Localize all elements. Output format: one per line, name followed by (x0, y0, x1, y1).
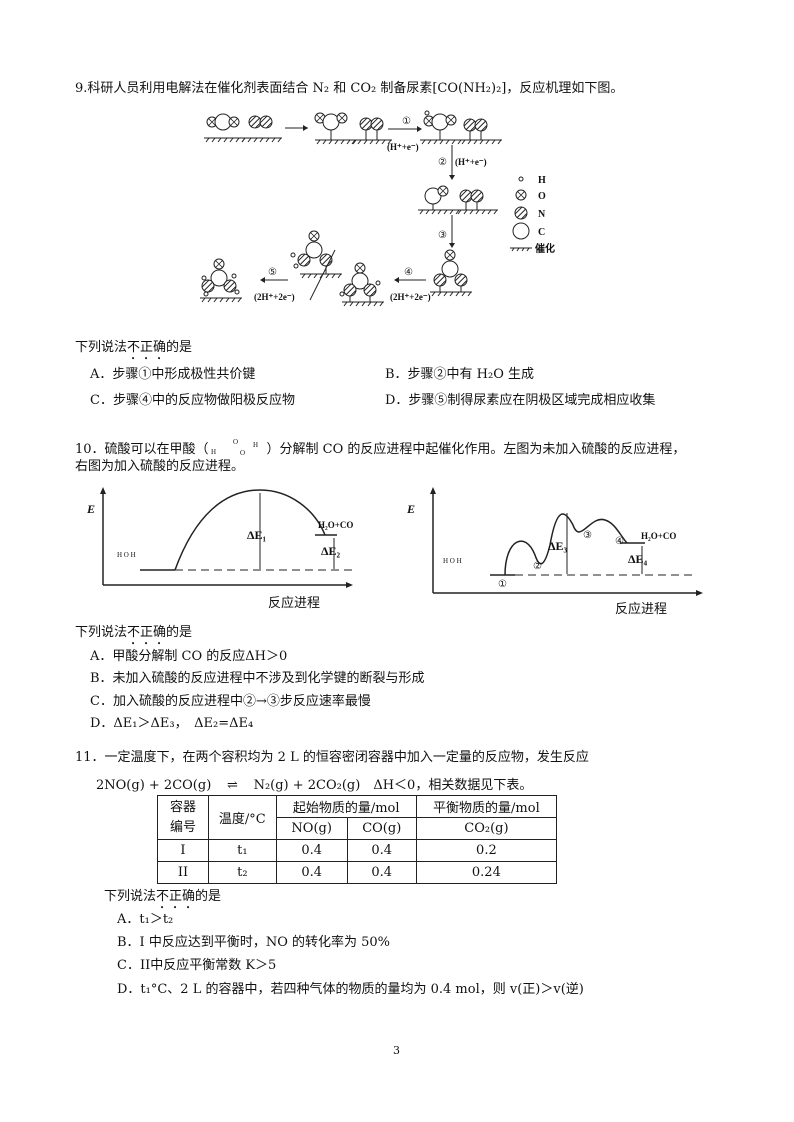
svg-text:N: N (538, 209, 546, 220)
svg-text:O: O (538, 191, 546, 202)
q11-option-b[interactable]: B．I 中反应达到平衡时，NO 的转化率为 50% (117, 935, 391, 950)
svg-text:E: E (406, 502, 415, 516)
q9-option-d[interactable]: D．步骤⑤制得尿素应在阴极区域完成相应收集 (385, 393, 656, 408)
svg-text:反应进程: 反应进程 (268, 595, 320, 610)
q10-energy-diagram-right: E ΔE₃ ΔE₄ H₂O+CO ① ② ③ ④ H O H 反应进程 (406, 487, 703, 616)
svg-text:ΔE₂: ΔE₂ (321, 544, 341, 558)
svg-text:①: ① (498, 579, 507, 590)
q10-stem-line2: 右图为加入硫酸的反应进程。 (75, 459, 245, 474)
q9-option-a[interactable]: A．步骤①中形成极性共价键 (90, 367, 256, 382)
q11-equation: 2NO(g) + 2CO(g) ⇌ N₂(g) + 2CO₂(g) ΔH＜0，相… (96, 778, 533, 793)
svg-text:②: ② (533, 561, 542, 572)
svg-text:H O H: H O H (117, 551, 136, 559)
svg-text:H₂O+CO: H₂O+CO (318, 520, 353, 530)
q10-prompt: 下列说法不正确的是 (75, 625, 193, 640)
formic-acid-structure: H OO H (211, 438, 258, 457)
svg-text:H O H: H O H (443, 557, 462, 565)
table-row: II t₂ 0.4 0.4 0.24 (157, 861, 558, 884)
svg-text:④: ④ (404, 267, 413, 278)
svg-text:(H⁺+e⁻): (H⁺+e⁻) (455, 157, 487, 167)
page-number: 3 (393, 1044, 400, 1057)
svg-text:(2H⁺+2e⁻): (2H⁺+2e⁻) (254, 292, 295, 302)
q10-stem-line1: 10．硫酸可以在甲酸（ H O O H ）分解制 CO 的反应进程中起催化作用。左图为未加… (75, 438, 686, 457)
svg-text:反应进程: 反应进程 (615, 601, 667, 616)
legend: H O N C 催化 (510, 175, 555, 255)
q11-data-table: 容器 编号 温度/°C 起始物质的量/mol 平衡物质的量/mol NO(g) CO(g)… (157, 795, 558, 884)
svg-text:⑤: ⑤ (268, 267, 277, 278)
q10-option-c[interactable]: C．加入硫酸的反应进程中②→③步反应速率最慢 (90, 694, 371, 709)
svg-text:①: ① (402, 116, 411, 127)
svg-text:催化: 催化 (535, 242, 555, 255)
svg-text:(2H⁺+2e⁻): (2H⁺+2e⁻) (390, 292, 431, 302)
svg-text:ΔE₄: ΔE₄ (628, 552, 648, 566)
q10-energy-diagram-left: E ΔE₁ ΔE₂ H₂O+CO H O H 反应进程 (86, 487, 355, 610)
equilibrium-arrow-icon: ⇌ (226, 778, 238, 793)
q9-stem: 9.科研人员利用电解法在催化剂表面结合 N₂ 和 CO₂ 制备尿素[CO(NH₂… (75, 81, 624, 96)
svg-text:O: O (240, 449, 245, 456)
svg-text:E: E (86, 502, 95, 516)
q9-mechanism-diagram: ① (H⁺+e⁻) ② (H⁺+e⁻) ③ ④ (2H⁺+2e⁻) ⑤ (2H⁺+2e⁻… (199, 110, 555, 307)
svg-text:H: H (253, 441, 258, 449)
svg-text:H: H (211, 448, 216, 456)
q10-option-a[interactable]: A．甲酸分解制 CO 的反应ΔH＞0 (90, 649, 288, 664)
q9-prompt: 下列说法不正确的是 (75, 340, 193, 355)
q9-option-b[interactable]: B．步骤②中有 H₂O 生成 (385, 367, 535, 382)
svg-text:④: ④ (615, 536, 624, 547)
q11-option-a[interactable]: A．t₁＞t₂ (117, 912, 174, 927)
svg-text:②: ② (438, 157, 447, 168)
svg-text:ΔE₃: ΔE₃ (548, 539, 568, 553)
svg-text:O: O (233, 438, 238, 446)
q10-option-d[interactable]: D．ΔE₁＞ΔE₃， ΔE₂=ΔE₄ (90, 716, 254, 731)
step0-free-molecules (203, 113, 283, 143)
q11-prompt: 下列说法不正确的是 (104, 889, 222, 904)
svg-text:③: ③ (583, 530, 592, 541)
q9-option-c[interactable]: C．步骤④中的反应物做阳极反应物 (90, 393, 295, 408)
svg-text:H₂O+CO: H₂O+CO (641, 531, 676, 541)
q11-stem: 11．一定温度下，在两个容积均为 2 L 的恒容密闭容器中加入一定量的反应物，发… (75, 750, 589, 765)
q11-option-d[interactable]: D．t₁°C、2 L 的容器中，若四种气体的物质的量均为 0.4 mol，则 v… (117, 982, 584, 997)
q10-option-b[interactable]: B．未加入硫酸的反应进程中不涉及到化学键的断裂与形成 (90, 671, 425, 686)
svg-text:H: H (538, 175, 546, 186)
svg-text:③: ③ (438, 230, 447, 241)
q11-option-c[interactable]: C．II中反应平衡常数 K＞5 (117, 958, 277, 973)
svg-text:(H⁺+e⁻): (H⁺+e⁻) (387, 142, 419, 152)
svg-text:ΔE₁: ΔE₁ (247, 528, 267, 542)
svg-text:C: C (538, 227, 545, 238)
